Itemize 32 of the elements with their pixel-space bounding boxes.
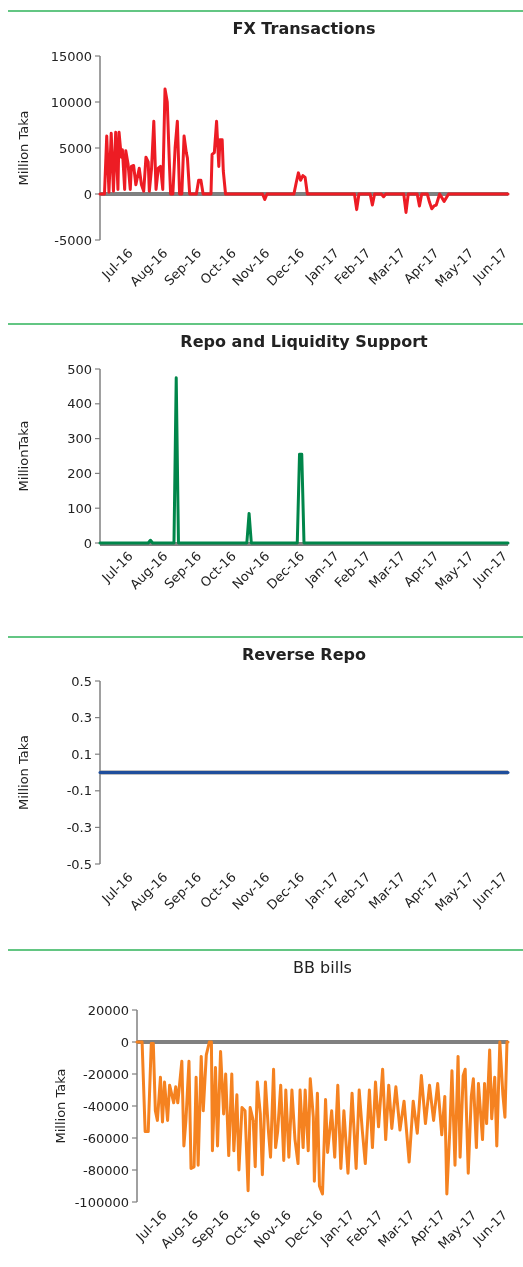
chart-title: FX Transactions — [232, 19, 376, 38]
y-tick-label: 0 — [83, 186, 92, 202]
chart-title: Reverse Repo — [242, 645, 366, 664]
y-tick-label: 0.3 — [71, 710, 92, 726]
y-tick-label: -5000 — [54, 232, 92, 248]
y-axis-title: Million Taka — [53, 1068, 68, 1144]
y-tick-label: 0 — [120, 1034, 129, 1050]
y-tick-label: -20000 — [82, 1066, 129, 1082]
y-tick-label: -0.3 — [66, 819, 92, 835]
y-tick-label: -0.5 — [66, 856, 92, 872]
y-tick-label: 300 — [67, 431, 92, 447]
y-axis-title: MillionTaka — [16, 420, 31, 492]
y-tick-label: -40000 — [82, 1098, 129, 1114]
y-tick-label: 15000 — [50, 48, 92, 64]
y-tick-label: 5000 — [58, 140, 92, 156]
y-tick-label: 200 — [67, 465, 92, 481]
y-tick-label: 400 — [67, 396, 92, 412]
y-tick-label: 500 — [67, 361, 92, 377]
y-tick-label: 0.1 — [71, 746, 92, 762]
y-tick-label: -80000 — [82, 1162, 129, 1178]
y-axis-title: Million Taka — [16, 734, 31, 811]
y-tick-label: -60000 — [82, 1130, 129, 1146]
y-tick-label: 0.5 — [71, 673, 92, 689]
y-tick-label: 0 — [83, 535, 92, 551]
chart-title: Repo and Liquidity Support — [180, 332, 429, 351]
chart-title: BB bills — [293, 958, 352, 977]
y-tick-label: -100000 — [74, 1194, 129, 1210]
y-tick-label: 10000 — [50, 94, 92, 110]
y-tick-label: -0.1 — [66, 783, 92, 799]
y-tick-label: 100 — [67, 500, 92, 516]
y-axis-title: Million Taka — [16, 110, 31, 186]
y-tick-label: 20000 — [87, 1002, 129, 1018]
